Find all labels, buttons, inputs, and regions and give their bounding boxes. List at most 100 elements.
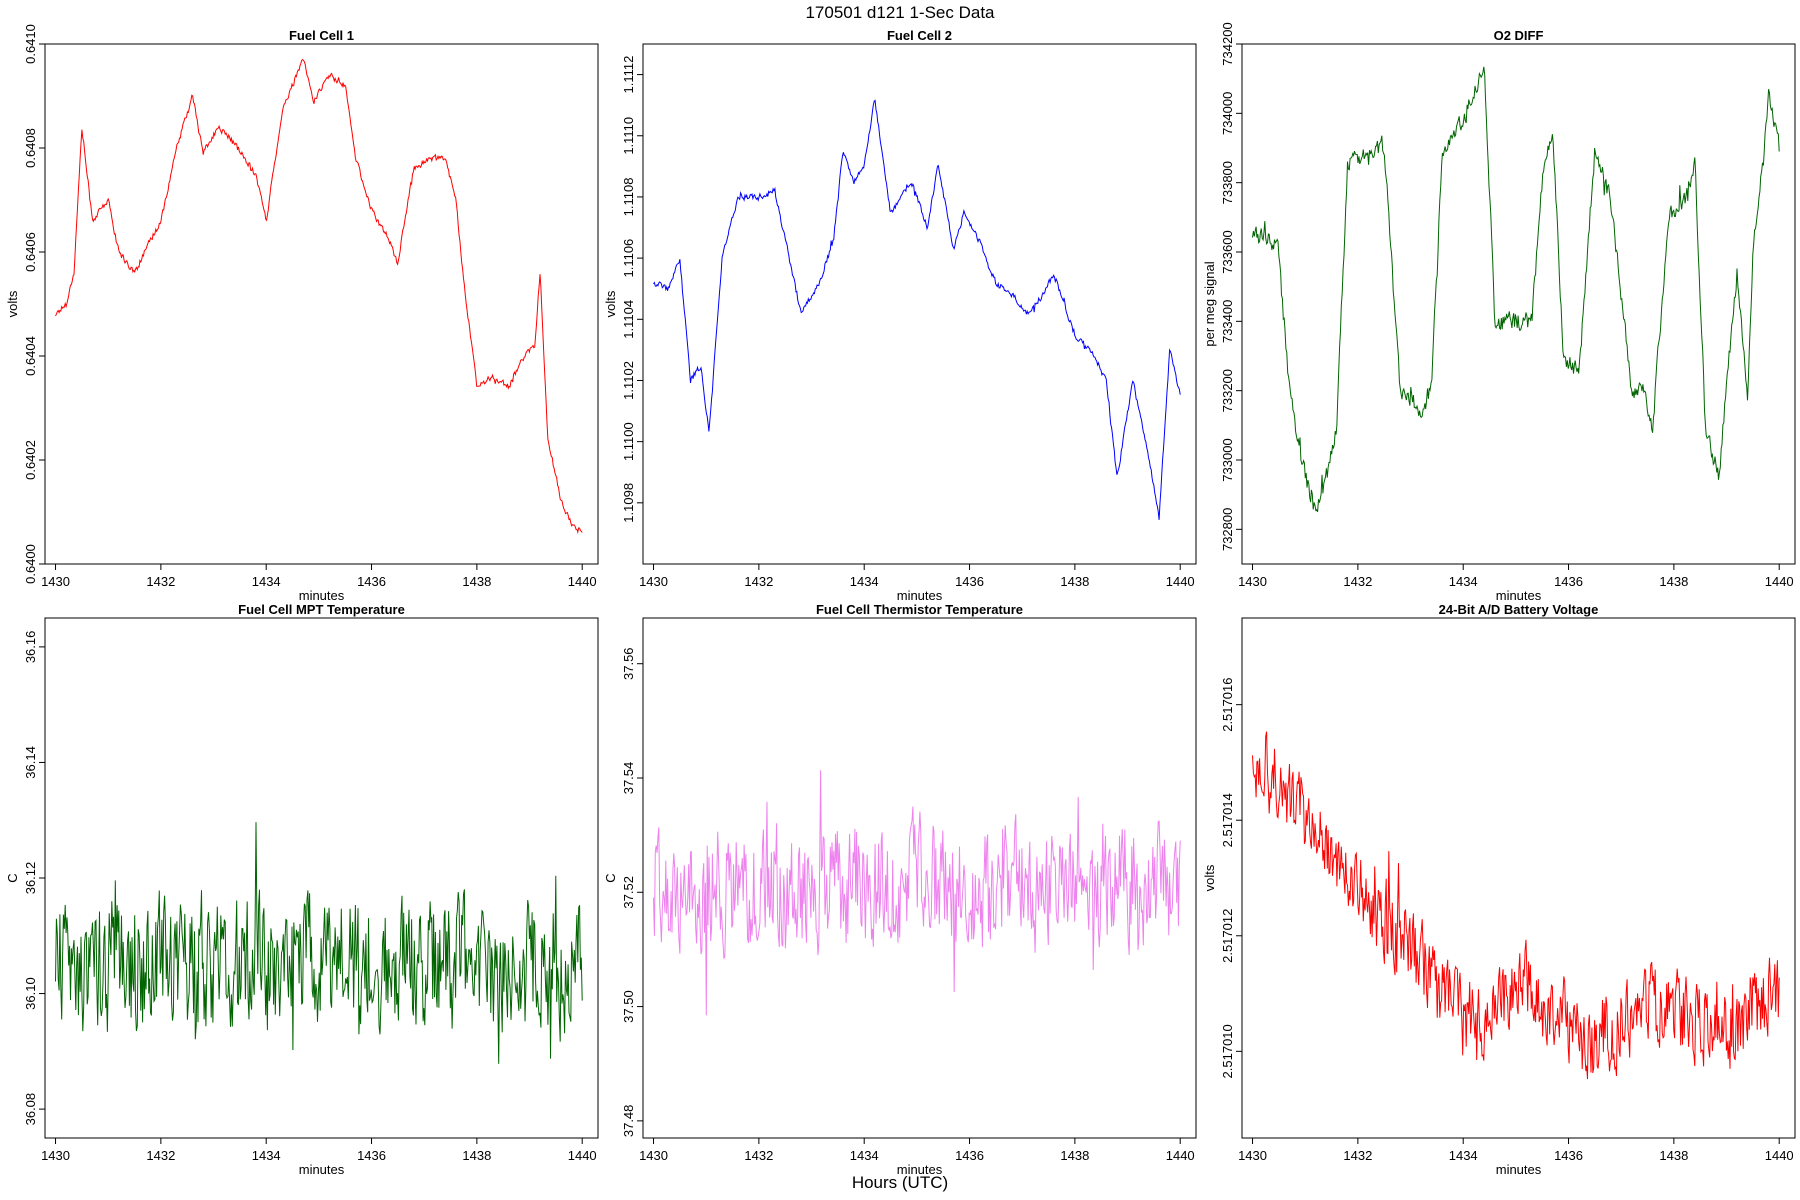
series-line	[653, 99, 1181, 520]
y-tick-label: 0.6408	[23, 128, 38, 168]
x-tick-label: 1432	[146, 574, 175, 589]
x-tick-label: 1436	[357, 1148, 386, 1163]
x-tick-label: 1434	[850, 574, 879, 589]
x-axis-label: minutes	[1496, 1162, 1542, 1177]
y-axis-label: volts	[603, 290, 618, 317]
x-tick-label: 1432	[1343, 574, 1372, 589]
y-tick-label: 37.52	[621, 876, 636, 909]
y-tick-label: 733400	[1220, 300, 1235, 343]
figure-title: 170501 d121 1-Sec Data	[805, 3, 995, 22]
y-tick-label: 1.1110	[621, 117, 636, 155]
chart-panel-fc2: Fuel Cell 2 1430 1432 1434 1436 1438 1440 minut…	[603, 28, 1197, 603]
y-axis: 37.48 37.50 37.52 37.54 37.56	[621, 647, 644, 1138]
y-tick-label: 0.6402	[23, 440, 38, 480]
x-tick-label: 1430	[41, 1148, 70, 1163]
x-tick-label: 1434	[1449, 574, 1478, 589]
x-tick-label: 1430	[1238, 574, 1267, 589]
series-line	[55, 822, 583, 1064]
y-axis: 732800 733000 733200 733400 733600 733800 7340…	[1220, 22, 1243, 551]
y-tick-label: 0.6400	[23, 544, 38, 584]
chart-title: Fuel Cell 1	[289, 28, 354, 43]
y-tick-label: 0.6410	[23, 24, 38, 64]
chart-panel-mpt: Fuel Cell MPT Temperature 1430 1432 1434 143…	[5, 602, 599, 1177]
x-tick-label: 1434	[252, 574, 281, 589]
y-axis-label: volts	[1202, 864, 1217, 891]
y-tick-label: 733600	[1220, 230, 1235, 273]
x-tick-label: 1434	[1449, 1148, 1478, 1163]
chart-title: Fuel Cell Thermistor Temperature	[816, 602, 1023, 617]
chart-title: Fuel Cell MPT Temperature	[238, 602, 405, 617]
x-tick-label: 1438	[462, 1148, 491, 1163]
x-axis-label: minutes	[897, 588, 943, 603]
x-tick-label: 1440	[568, 574, 597, 589]
x-tick-label: 1438	[1060, 574, 1089, 589]
x-axis: 1430 1432 1434 1436 1438 1440	[1238, 563, 1794, 589]
y-tick-label: 36.10	[23, 977, 38, 1010]
y-axis: 1.1098 1.1100 1.1102 1.1104 1.1106 1.1108 1.11…	[621, 56, 644, 523]
x-axis: 1430 1432 1434 1436 1438 1440	[41, 1137, 597, 1163]
y-tick-label: 1.1100	[621, 422, 636, 461]
panels-group: Fuel Cell 1 1430 1432 1434 1436 1438 1440 minut…	[5, 22, 1796, 1177]
y-tick-label: 733000	[1220, 438, 1235, 481]
x-axis-label: minutes	[1496, 588, 1542, 603]
y-tick-label: 36.08	[23, 1093, 38, 1126]
y-tick-label: 1.1106	[621, 239, 636, 278]
x-axis: 1430 1432 1434 1436 1438 1440	[41, 563, 597, 589]
y-tick-label: 1.1102	[621, 361, 636, 400]
x-tick-label: 1438	[1659, 1148, 1688, 1163]
x-tick-label: 1432	[146, 1148, 175, 1163]
y-tick-label: 36.14	[23, 746, 38, 779]
y-tick-label: 1.1112	[621, 56, 636, 94]
x-axis-label: minutes	[897, 1162, 943, 1177]
x-tick-label: 1430	[1238, 1148, 1267, 1163]
x-axis-label: minutes	[299, 1162, 345, 1177]
y-tick-label: 0.6406	[23, 232, 38, 272]
y-tick-label: 734000	[1220, 92, 1235, 135]
x-tick-label: 1432	[1343, 1148, 1372, 1163]
y-tick-label: 37.56	[621, 647, 636, 680]
y-tick-label: 2.517010	[1220, 1024, 1235, 1078]
figure-footer-label: Hours (UTC)	[852, 1173, 948, 1192]
y-tick-label: 1.1098	[621, 483, 636, 523]
chart-title: O2 DIFF	[1494, 28, 1544, 43]
y-tick-label: 2.517016	[1220, 678, 1235, 732]
x-tick-label: 1440	[1765, 1148, 1794, 1163]
x-axis: 1430 1432 1434 1436 1438 1440	[1238, 1137, 1794, 1163]
x-axis: 1430 1432 1434 1436 1438 1440	[639, 563, 1195, 589]
x-tick-label: 1434	[252, 1148, 281, 1163]
y-tick-label: 734200	[1220, 22, 1235, 65]
x-tick-label: 1440	[1765, 574, 1794, 589]
y-tick-label: 36.12	[23, 862, 38, 895]
y-axis-label: C	[5, 873, 20, 882]
y-axis: 2.517010 2.517012 2.517014 2.517016	[1220, 678, 1243, 1078]
x-tick-label: 1438	[1659, 574, 1688, 589]
chart-panel-therm: Fuel Cell Thermistor Temperature 1430 1432…	[603, 602, 1197, 1177]
y-tick-label: 37.50	[621, 990, 636, 1023]
series-line	[55, 58, 583, 534]
x-tick-label: 1438	[1060, 1148, 1089, 1163]
chart-panel-fc1: Fuel Cell 1 1430 1432 1434 1436 1438 1440 minut…	[5, 24, 599, 603]
y-tick-label: 37.48	[621, 1105, 636, 1138]
y-tick-label: 733200	[1220, 369, 1235, 412]
y-tick-label: 1.1108	[621, 178, 636, 217]
x-tick-label: 1440	[1166, 1148, 1195, 1163]
chart-panel-o2: O2 DIFF 1430 1432 1434 1436 1438 1440 minutes 73…	[1202, 22, 1796, 603]
series-line	[653, 770, 1181, 1016]
x-tick-label: 1436	[955, 574, 984, 589]
x-tick-label: 1430	[639, 574, 668, 589]
y-tick-label: 37.54	[621, 762, 636, 795]
y-tick-label: 2.517012	[1220, 909, 1235, 963]
x-tick-label: 1432	[744, 1148, 773, 1163]
x-tick-label: 1436	[1554, 1148, 1583, 1163]
y-tick-label: 732800	[1220, 508, 1235, 551]
x-tick-label: 1438	[462, 574, 491, 589]
x-tick-label: 1436	[357, 574, 386, 589]
x-tick-label: 1430	[41, 574, 70, 589]
x-axis-label: minutes	[299, 588, 345, 603]
series-line	[1252, 731, 1780, 1080]
y-axis-label: C	[603, 873, 618, 882]
x-tick-label: 1434	[850, 1148, 879, 1163]
x-tick-label: 1430	[639, 1148, 668, 1163]
